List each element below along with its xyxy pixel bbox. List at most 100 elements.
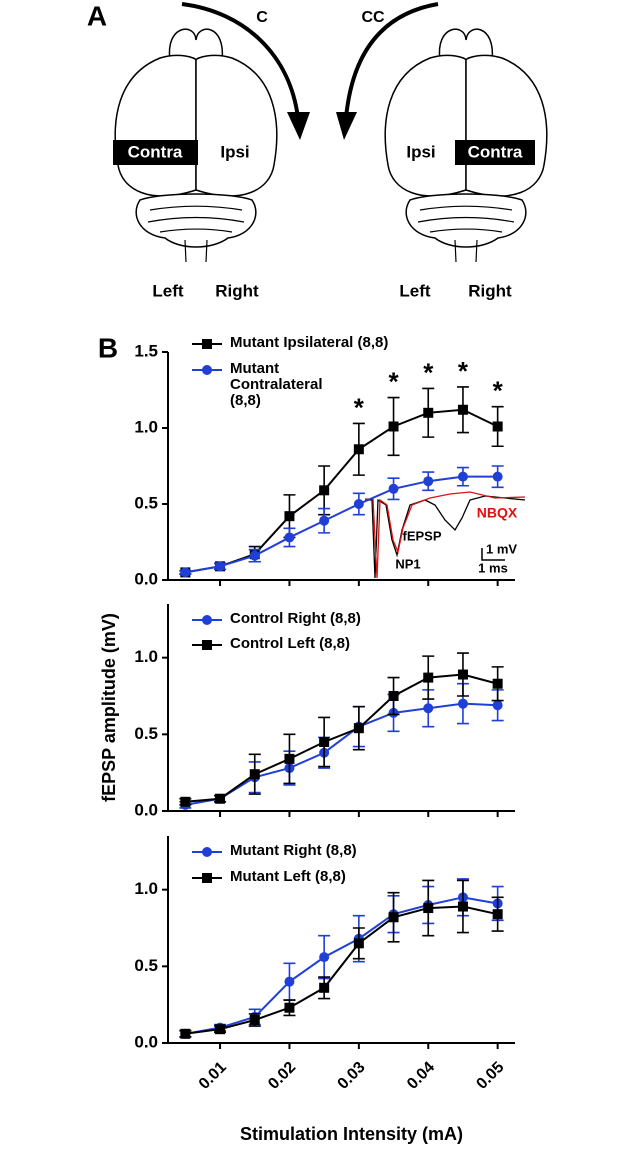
series-line [185,896,498,1035]
marker [353,723,364,734]
side-label: Right [468,281,512,300]
series-line [185,673,498,803]
marker [202,365,212,375]
significance-star: * [354,392,365,422]
y-tick-label: 0.5 [134,956,158,975]
x-tick-label: 0.01 [196,1059,230,1093]
legend-label-box: Mutant Right (8,8) [230,843,357,859]
marker [388,483,399,494]
marker [423,407,434,418]
inset-label: NP1 [395,556,420,571]
y-tick-label: 0.0 [134,1032,158,1051]
y-tick-label: 0.0 [134,569,158,588]
contra-label: Contra [468,142,523,161]
marker [284,511,295,522]
marker [492,678,503,689]
inset-label: 1 ms [478,560,508,575]
marker [457,404,468,415]
marker [423,703,434,714]
marker [319,982,330,993]
marker [249,550,260,561]
marker [492,909,503,920]
inset-traces [365,491,526,579]
panel-label: A [87,0,107,31]
marker [353,444,364,455]
ipsi-label: Ipsi [220,142,249,161]
marker [457,698,468,709]
legend-label: Mutant Contralateral (8,8) [230,361,323,409]
marker [215,561,226,572]
marker [319,515,330,526]
contra-label: Contra [128,142,183,161]
ipsi-label: Ipsi [406,142,435,161]
marker [284,532,295,543]
marker [423,672,434,683]
series-line [185,905,498,1035]
marker [202,873,212,883]
arrow-label: C [256,9,268,26]
marker [202,640,212,650]
marker [423,476,434,487]
legend-label-box: Control Left (8,8) [230,636,350,652]
panel-label: B [98,332,118,363]
y-tick-label: 0.5 [134,724,158,743]
series-line [185,475,498,574]
inset-label: fEPSP [402,528,441,543]
marker [353,938,364,949]
significance-star: * [458,356,469,386]
side-label: Right [215,281,259,300]
legend-label: Mutant Left (8,8) [230,869,346,885]
y-tick-label: 1.0 [134,417,158,436]
x-tick-label: 0.04 [404,1059,438,1093]
marker [180,567,191,578]
side-label: Left [399,281,431,300]
marker [319,485,330,496]
legend-label-box: Control Right (8,8) [230,611,361,627]
y-tick-label: 1.0 [134,647,158,666]
marker [423,903,434,914]
marker [492,421,503,432]
x-tick-label: 0.02 [265,1059,299,1093]
significance-star: * [388,366,399,396]
x-axis-label: Stimulation Intensity (mA) [240,1124,463,1144]
inset-label: NBQX [477,505,518,521]
series-line [185,702,498,806]
marker [492,471,503,482]
marker [215,1024,226,1035]
marker [353,499,364,509]
y-tick-label: 1.5 [134,341,158,360]
y-tick-label: 0.5 [134,493,158,512]
y-axis-label: fEPSP amplitude (mV) [99,613,119,802]
marker [492,700,503,711]
legend-label: Control Left (8,8) [230,636,350,652]
legend-label-box: Mutant Left (8,8) [230,869,346,885]
series-line [185,408,499,574]
marker [249,769,260,780]
x-tick-label: 0.03 [335,1059,369,1093]
legend-label-box: Mutant Ipsilateral (8,8) [230,335,389,351]
marker [284,753,295,764]
significance-star: * [423,357,434,387]
marker [388,912,399,923]
marker [215,793,226,804]
marker [202,339,212,349]
marker [180,796,191,807]
legend-label: Mutant Ipsilateral (8,8) [230,335,389,351]
marker [249,1015,260,1025]
side-label: Left [152,281,184,300]
y-tick-label: 1.0 [134,879,158,898]
left-brain [113,2,310,263]
marker [202,615,212,625]
inset-label: 1 mV [486,541,517,556]
marker [202,847,212,857]
legend-label-box: Mutant Contralateral (8,8) [230,361,323,409]
legend-label: Control Right (8,8) [230,611,361,627]
legend-label: Mutant Right (8,8) [230,843,357,859]
marker [457,471,468,482]
y-tick-label: 0.0 [134,800,158,819]
marker [319,952,330,963]
marker [284,976,295,987]
marker [388,421,399,432]
x-tick-label: 0.05 [473,1059,507,1093]
